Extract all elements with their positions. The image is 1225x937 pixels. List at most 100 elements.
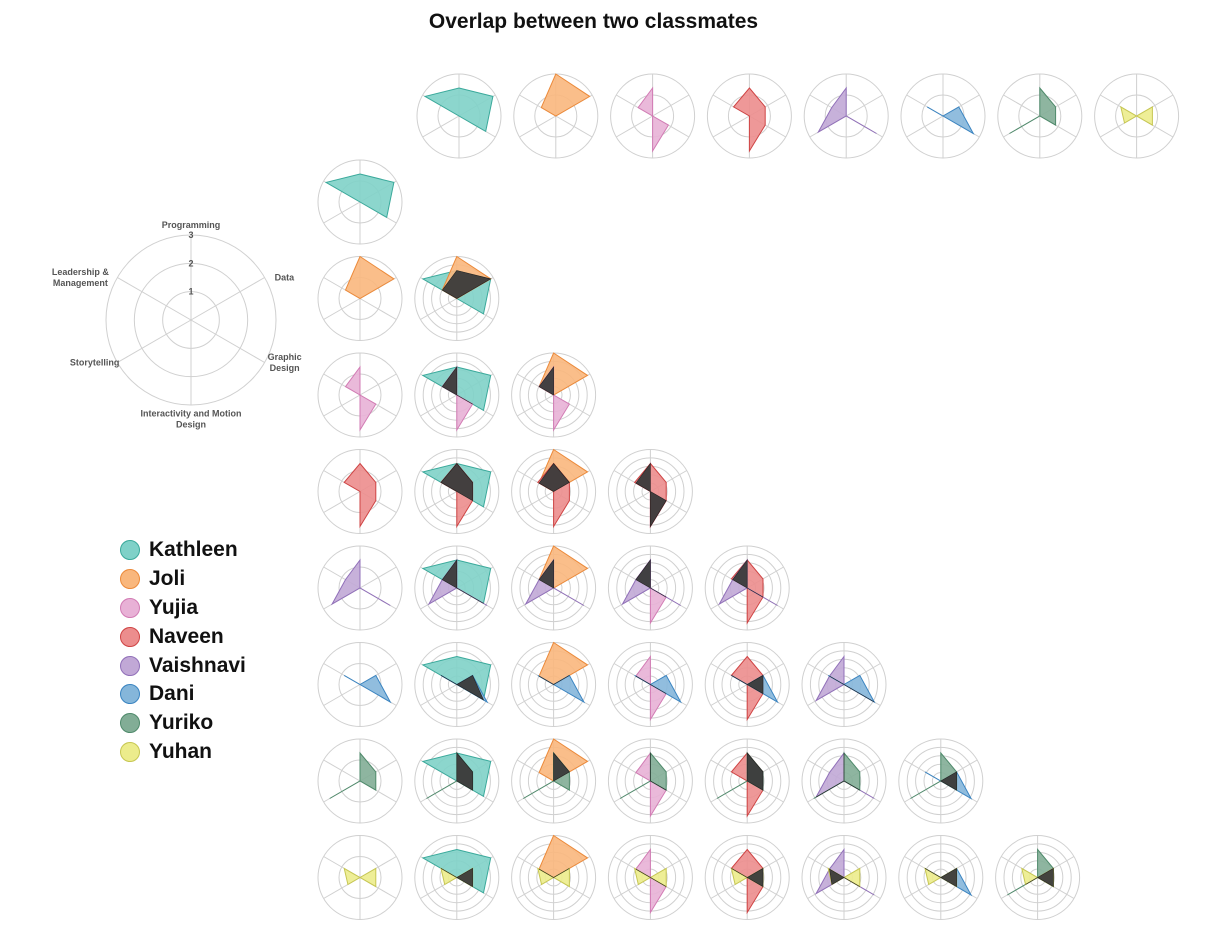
single-radar-left xyxy=(317,159,403,245)
pair-radar xyxy=(801,642,887,727)
single-radar-left xyxy=(317,255,403,341)
series-polygon xyxy=(926,106,975,135)
series-polygon xyxy=(423,87,494,133)
series-polygon xyxy=(343,867,377,888)
chart-title: Overlap between two classmates xyxy=(428,10,759,33)
legend-swatch xyxy=(120,540,140,561)
overlap-polygon xyxy=(538,868,570,878)
overlap-polygon xyxy=(732,559,764,598)
grid-spoke xyxy=(323,394,361,417)
grid-spoke xyxy=(422,115,460,138)
pair-radar xyxy=(511,352,597,438)
legend-label: Kathleen xyxy=(149,538,238,562)
pair-radar xyxy=(511,834,597,920)
overlap-polygon xyxy=(635,462,667,528)
single-radar-left xyxy=(317,352,403,438)
radial-tick-label: 1 xyxy=(188,287,193,297)
axis-label: Storytelling xyxy=(70,358,120,368)
series-polygon xyxy=(344,365,377,432)
overlap-polygon xyxy=(538,366,554,396)
single-radar-left xyxy=(317,545,403,631)
pair-radar xyxy=(607,642,693,727)
single-radar-left xyxy=(317,835,403,920)
legend-item: Naveen xyxy=(120,622,246,651)
overlap-polygon xyxy=(538,675,570,685)
grid-spoke xyxy=(323,759,361,782)
radial-tick-label: 2 xyxy=(188,258,193,268)
single-radar-top xyxy=(416,73,502,159)
series-polygon xyxy=(329,751,377,799)
series-polygon xyxy=(344,255,395,300)
pair-radar xyxy=(898,835,984,920)
grid-spoke xyxy=(323,201,361,224)
series-polygon xyxy=(538,834,589,879)
series-polygon xyxy=(637,86,670,153)
overlap-polygon xyxy=(441,270,492,299)
grid-spoke xyxy=(359,566,397,589)
legend-swatch xyxy=(120,626,140,647)
overlap-polygon xyxy=(829,675,875,703)
grid-spoke xyxy=(516,394,554,417)
legend-label: Naveen xyxy=(149,624,224,648)
legend-item: Kathleen xyxy=(120,536,246,565)
series-polygon xyxy=(343,462,377,529)
grid-spoke xyxy=(420,394,458,417)
pair-radar xyxy=(414,738,500,824)
legend-label: Yuriko xyxy=(149,711,214,735)
pair-radar xyxy=(898,738,984,824)
series-polygon xyxy=(540,73,591,117)
overlap-polygon xyxy=(440,463,473,502)
grid-spoke xyxy=(359,373,397,396)
grid-spoke xyxy=(516,684,554,706)
axis-label: Graphic xyxy=(268,352,302,362)
pair-radar xyxy=(801,738,887,824)
pair-radar xyxy=(607,545,693,631)
legend-swatch xyxy=(120,713,140,734)
grid-spoke xyxy=(613,684,651,706)
overlap-polygon xyxy=(650,753,667,791)
single-radar-top xyxy=(900,73,986,159)
legend-swatch xyxy=(120,655,140,676)
grid-spoke xyxy=(190,319,265,363)
axis-label: Programming xyxy=(162,220,221,230)
grid-spoke xyxy=(845,94,883,117)
legend-item: Vaishnavi xyxy=(120,651,246,680)
grid-spoke xyxy=(516,491,554,513)
series-polygon xyxy=(324,173,395,219)
pair-radar xyxy=(414,449,500,534)
legend-item: Yuhan xyxy=(120,738,246,767)
pair-radar xyxy=(704,545,790,631)
single-radar-left xyxy=(317,642,403,727)
overlap-polygon xyxy=(440,674,485,701)
single-radar-top xyxy=(997,73,1083,159)
grid-spoke xyxy=(519,115,557,138)
pair-radar xyxy=(414,255,500,341)
overlap-polygon xyxy=(440,867,473,888)
axis-label: Interactivity and Motion xyxy=(140,409,241,419)
grid-spoke xyxy=(710,684,748,706)
single-radar-top xyxy=(610,73,696,159)
pair-radar xyxy=(704,835,790,920)
axis-label: Data xyxy=(275,273,296,283)
legend-item: Dani xyxy=(120,680,246,709)
grid-spoke xyxy=(117,277,192,321)
series-polygon xyxy=(330,558,391,606)
axis-label: Leadership & xyxy=(52,267,110,277)
overlap-polygon xyxy=(731,867,764,888)
overlap-polygon xyxy=(924,867,957,888)
grid-spoke xyxy=(323,684,361,706)
pair-radar xyxy=(511,448,597,534)
overlap-polygon xyxy=(731,674,764,695)
overlap-polygon xyxy=(815,753,860,798)
overlap-polygon xyxy=(829,868,860,887)
grid-spoke xyxy=(555,115,593,138)
legend: Kathleen Joli Yujia Naveen Vaishnavi Dani Yuri… xyxy=(120,536,246,766)
pair-radar xyxy=(704,738,790,824)
pair-radar xyxy=(607,449,693,534)
overlap-polygon xyxy=(538,463,570,492)
overlap-polygon xyxy=(635,868,667,887)
grid-spoke xyxy=(906,115,944,138)
legend-label: Yuhan xyxy=(149,739,213,763)
series-polygon xyxy=(817,86,877,134)
